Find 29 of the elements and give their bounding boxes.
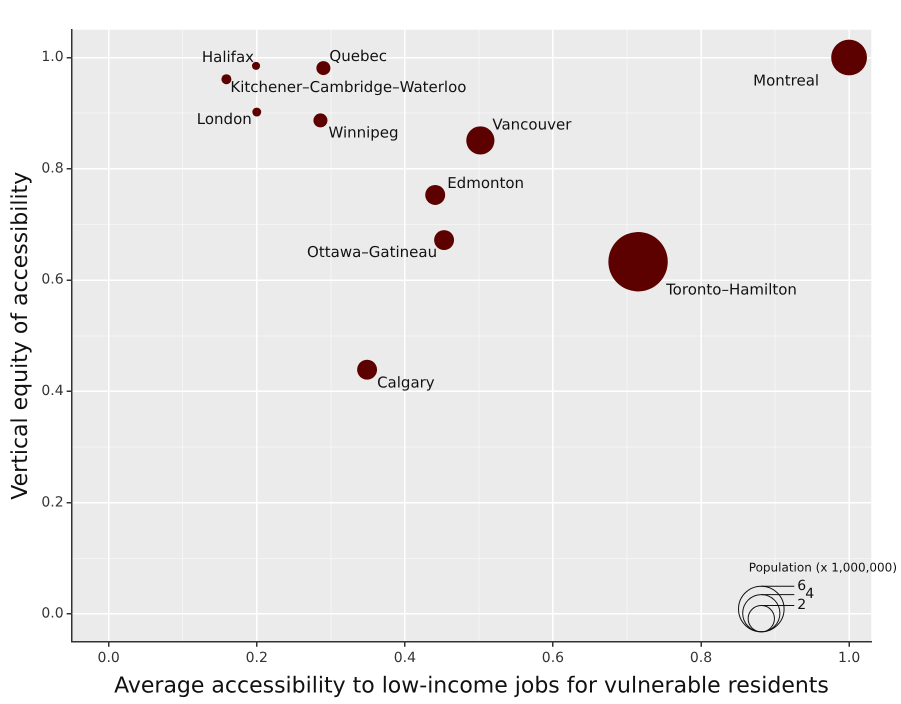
series-label: Halifax xyxy=(202,48,254,66)
x-axis-title: Average accessibility to low-income jobs for vulnerable residents xyxy=(114,674,829,699)
x-tick-label: 0.8 xyxy=(690,650,712,666)
x-tick-label: 0.2 xyxy=(246,650,268,666)
series-label: Quebec xyxy=(329,46,387,65)
y-tick-label: 0.6 xyxy=(41,272,64,288)
y-tick-label: 0.0 xyxy=(41,606,64,622)
series-label: Winnipeg xyxy=(328,123,399,142)
y-tick-label: 0.4 xyxy=(41,383,64,400)
y-tick-label: 1.0 xyxy=(41,49,64,66)
x-tick-label: 0.0 xyxy=(98,650,120,666)
y-axis-title: Vertical equity of accessibility xyxy=(8,172,33,500)
legend-title: Population (x 1,000,000) xyxy=(748,560,897,574)
series-label: Toronto–Hamilton xyxy=(665,280,797,299)
series-label: Ottawa–Gatineau xyxy=(307,242,438,261)
x-tick-label: 0.4 xyxy=(394,650,416,666)
y-tick-label: 0.2 xyxy=(41,494,64,510)
y-tick-label: 0.8 xyxy=(41,160,64,176)
legend-label: 6 xyxy=(797,578,806,594)
series-label: Vancouver xyxy=(492,115,572,134)
x-tick-label: 1.0 xyxy=(838,650,860,666)
series-label: Montreal xyxy=(753,71,820,90)
series-label: Edmonton xyxy=(447,174,524,192)
legend-label: 2 xyxy=(797,597,806,614)
x-tick-label: 0.6 xyxy=(542,650,564,666)
series-label: Kitchener–Cambridge–Waterloo xyxy=(230,78,466,96)
series-label: London xyxy=(196,110,252,128)
series-label: Calgary xyxy=(377,374,435,392)
legend-label: 4 xyxy=(805,586,814,602)
